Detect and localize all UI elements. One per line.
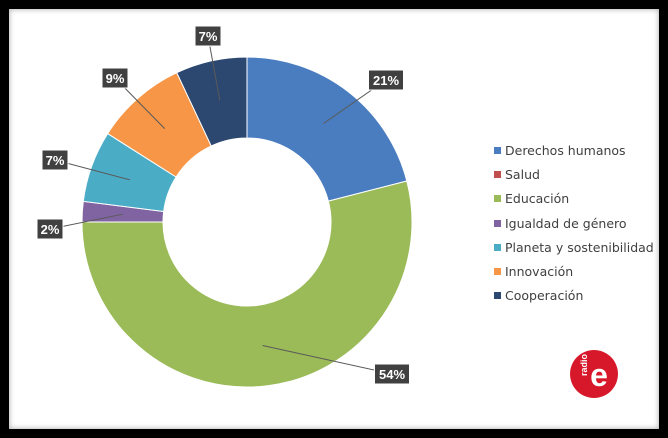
logo-big-text: e: [590, 357, 608, 393]
data-label: 54%: [379, 367, 405, 382]
legend-item: Derechos humanos: [494, 138, 664, 162]
donut-slice: [176, 56, 248, 147]
legend-swatch: [494, 243, 501, 251]
data-label-box: [194, 25, 222, 47]
donut-slices: [81, 56, 413, 388]
data-labels: 21% 54% 2% 7% 9% 7%: [36, 25, 410, 385]
leader-line: [262, 345, 393, 375]
legend-item: Innovación: [494, 259, 664, 283]
radio-e-logo: radio e: [570, 350, 618, 398]
legend-swatch: [494, 195, 501, 203]
data-label-box: [368, 69, 404, 91]
legend-item: Igualdad de género: [494, 211, 664, 235]
legend-label: Planeta y sostenibilidad: [505, 239, 654, 255]
legend-item: Cooperación: [494, 284, 664, 308]
logo-circle: [570, 350, 618, 398]
data-label-box: [101, 67, 129, 89]
leader-line: [207, 35, 221, 101]
data-label: 7%: [46, 153, 65, 168]
legend-item: Planeta y sostenibilidad: [494, 235, 664, 259]
legend-swatch: [494, 292, 501, 300]
legend-swatch: [494, 268, 501, 276]
legend: Derechos humanos Salud Educación Igualda…: [494, 138, 664, 308]
legend-label: Igualdad de género: [505, 215, 627, 231]
legend-label: Salud: [505, 166, 540, 182]
data-label: 21%: [373, 73, 399, 88]
data-label: 2%: [41, 222, 60, 237]
legend-label: Cooperación: [505, 288, 584, 304]
legend-label: Derechos humanos: [505, 142, 626, 158]
donut-slice: [246, 56, 408, 202]
data-label-box: [374, 363, 410, 385]
data-label-box: [41, 149, 69, 171]
data-label: 9%: [106, 71, 125, 86]
legend-swatch: [494, 146, 501, 154]
legend-swatch: [494, 219, 501, 227]
data-label-box: [36, 218, 64, 240]
donut-slice: [81, 180, 413, 388]
legend-item: Educación: [494, 187, 664, 211]
legend-label: Innovación: [505, 264, 574, 280]
legend-label: Educación: [505, 191, 570, 207]
data-label: 7%: [199, 29, 218, 44]
logo-small-text: radio: [579, 353, 589, 376]
legend-swatch: [494, 170, 501, 178]
legend-item: Salud: [494, 162, 664, 186]
